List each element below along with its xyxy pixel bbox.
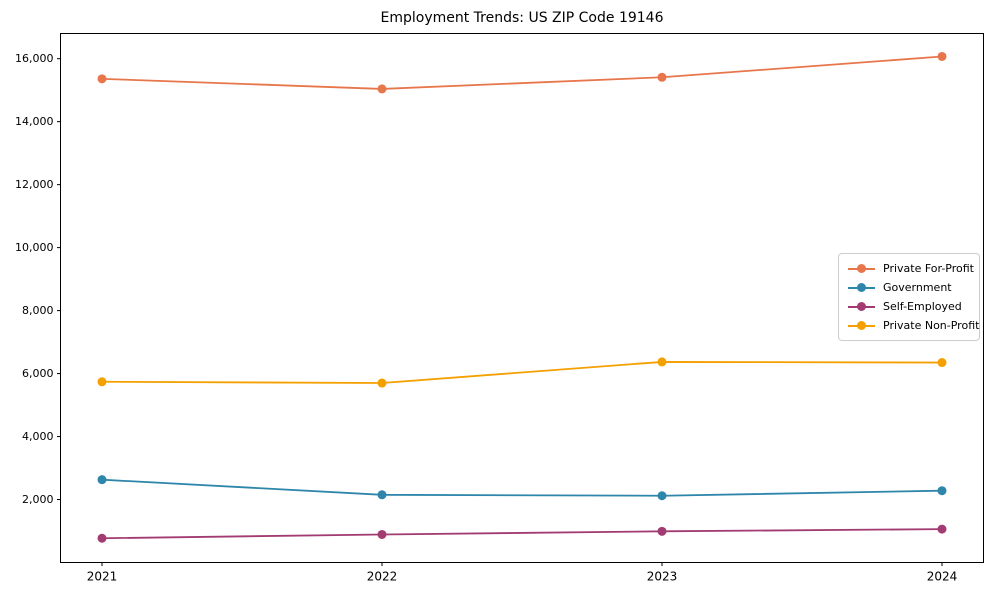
data-point-government-2024 (937, 486, 947, 496)
plot-area-border (60, 33, 984, 563)
legend-swatch-self-employed (848, 302, 875, 311)
x-axis-tick-label: 2021 (87, 570, 118, 584)
data-point-private-non-profit-2022 (377, 378, 387, 388)
legend-swatch-private-for-profit (848, 264, 875, 273)
legend-swatch-dot (857, 302, 866, 311)
legend-label-self-employed: Self-Employed (883, 300, 962, 313)
legend-swatch-government (848, 283, 875, 292)
data-point-self-employed-2022 (377, 529, 387, 539)
y-axis-tick-label: 4,000 (22, 430, 54, 443)
chart-title: Employment Trends: US ZIP Code 19146 (380, 10, 664, 26)
legend-item-government: Government (848, 280, 970, 295)
series-line-government (101, 478, 943, 497)
data-point-government-2023 (657, 491, 667, 501)
legend-item-self-employed: Self-Employed (848, 299, 970, 314)
data-point-private-non-profit-2024 (937, 358, 947, 368)
data-point-private-for-profit-2023 (657, 72, 667, 82)
data-point-private-for-profit-2021 (97, 74, 107, 84)
data-point-private-for-profit-2024 (937, 51, 947, 61)
data-point-government-2022 (377, 490, 387, 500)
y-axis-tick-label: 8,000 (22, 304, 54, 317)
x-axis-tick-label: 2023 (647, 570, 678, 584)
data-point-self-employed-2021 (97, 533, 107, 543)
data-point-self-employed-2024 (937, 524, 947, 534)
legend-swatch-dot (857, 321, 866, 330)
legend: Private For-Profit Government Self-Employe… (838, 253, 980, 341)
data-point-private-non-profit-2023 (657, 357, 667, 367)
legend-swatch-private-non-profit (848, 321, 875, 330)
legend-label-private-non-profit: Private Non-Profit (883, 319, 980, 332)
y-axis-tick-label: 14,000 (15, 115, 54, 128)
y-axis-tick-label: 6,000 (22, 367, 54, 380)
x-axis-tick-label: 2022 (367, 570, 398, 584)
legend-swatch-dot (857, 264, 866, 273)
y-axis-tick-label: 10,000 (15, 241, 54, 254)
legend-label-private-for-profit: Private For-Profit (883, 262, 974, 275)
y-axis-tick-label: 2,000 (22, 493, 54, 506)
series-line-self-employed (101, 528, 943, 540)
legend-swatch-dot (857, 283, 866, 292)
data-point-government-2021 (97, 475, 107, 485)
data-point-self-employed-2023 (657, 526, 667, 536)
series-line-private-for-profit (101, 55, 943, 90)
data-point-private-non-profit-2021 (97, 377, 107, 387)
legend-label-government: Government (883, 281, 952, 294)
series-line-private-non-profit (101, 361, 943, 384)
legend-item-private-for-profit: Private For-Profit (848, 261, 974, 276)
x-axis-tick-label: 2024 (927, 570, 958, 584)
legend-item-private-non-profit: Private Non-Profit (848, 318, 979, 333)
y-axis-tick-label: 16,000 (15, 52, 54, 65)
data-point-private-for-profit-2022 (377, 84, 387, 94)
y-axis-tick-label: 12,000 (15, 178, 54, 191)
